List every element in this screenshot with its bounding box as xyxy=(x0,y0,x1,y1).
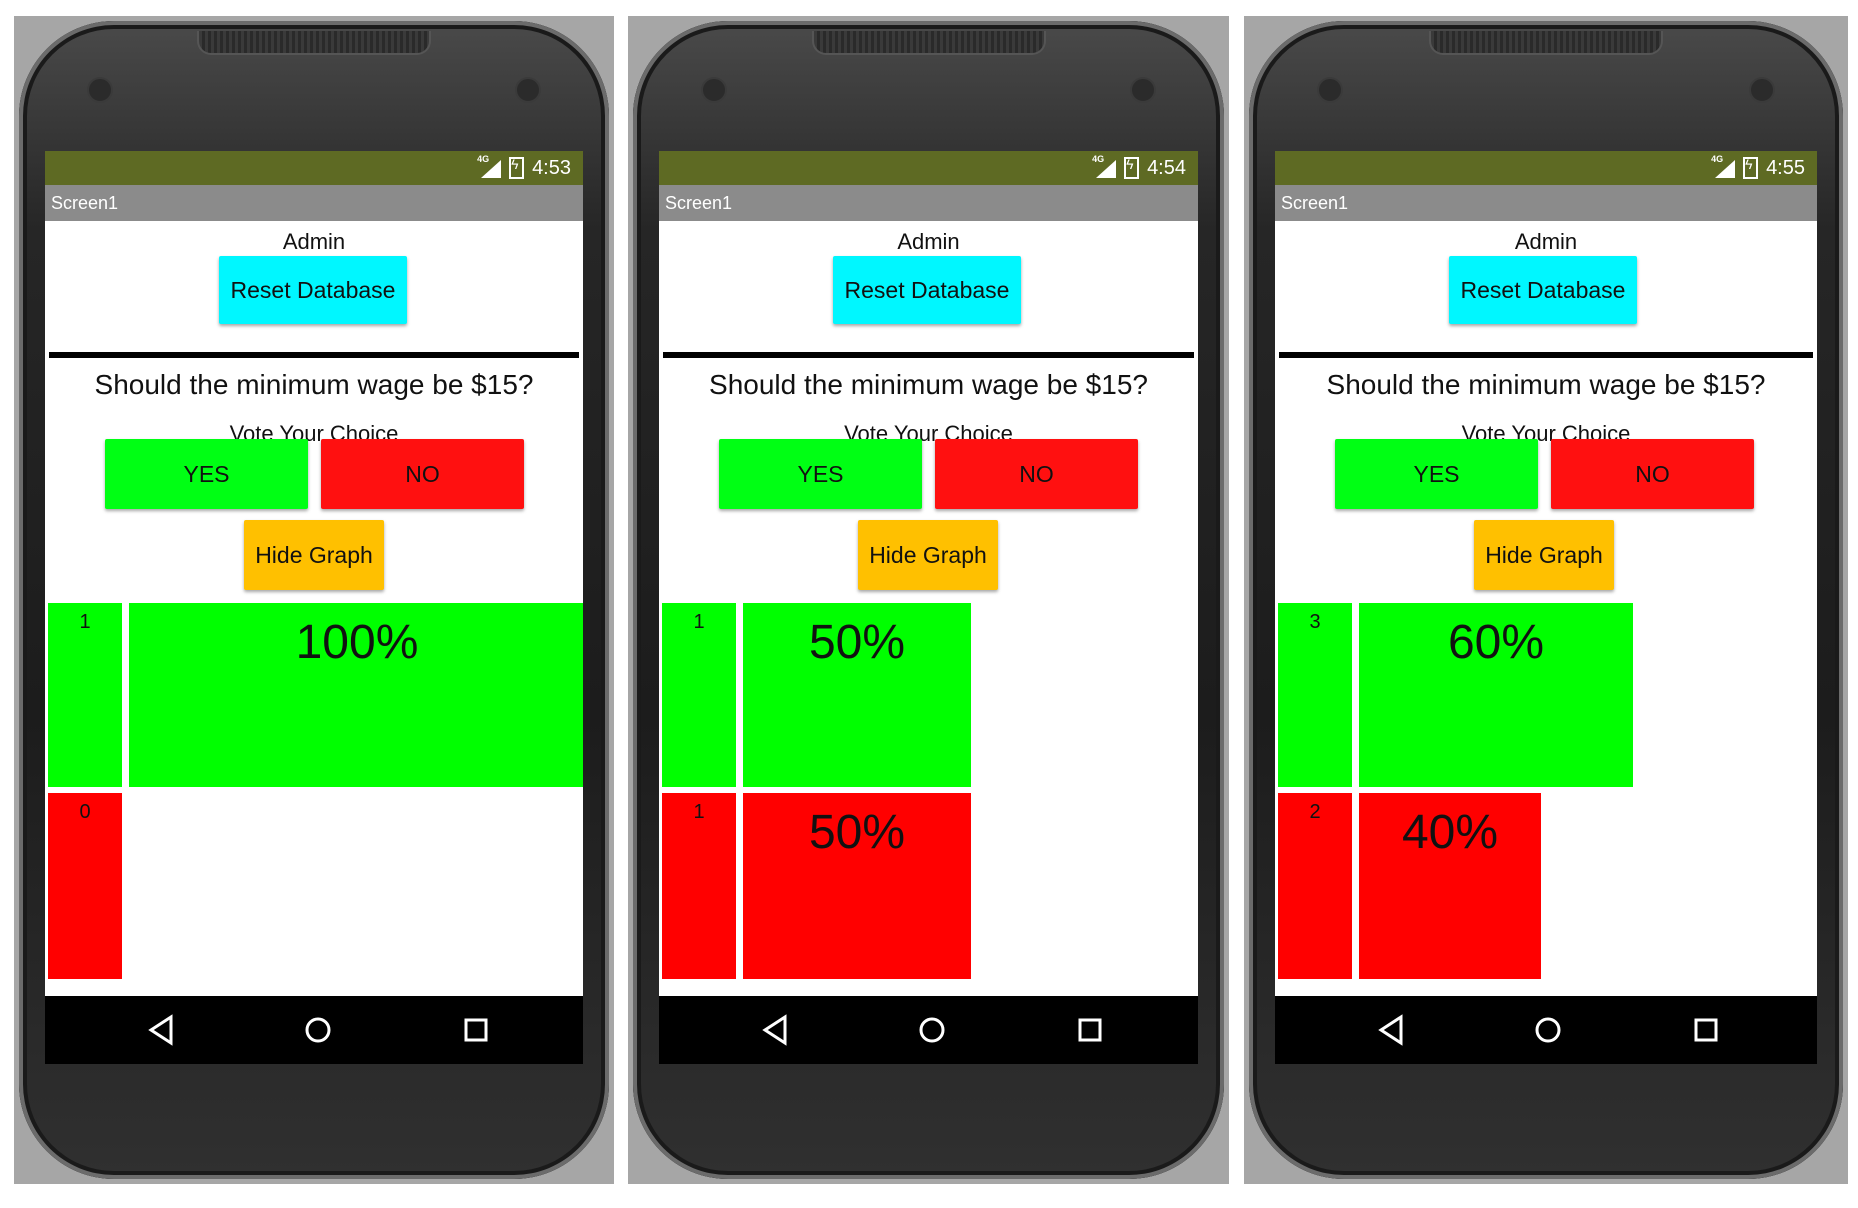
speaker-grille xyxy=(811,31,1046,55)
status-time: 4:55 xyxy=(1766,156,1805,179)
reset-database-button[interactable]: Reset Database xyxy=(833,256,1021,324)
no-percent-label: 50% xyxy=(808,806,906,859)
no-bar: 50% xyxy=(743,793,971,979)
yes-count: 1 xyxy=(48,603,122,787)
divider xyxy=(663,352,1194,358)
home-icon[interactable] xyxy=(915,1013,949,1047)
recents-icon[interactable] xyxy=(1073,1013,1107,1047)
camera-sensor xyxy=(701,77,727,103)
no-bar: 40% xyxy=(1359,793,1541,979)
hide-graph-button[interactable]: Hide Graph xyxy=(1474,520,1614,590)
question-text: Should the minimum wage be $15? xyxy=(1326,369,1766,400)
app-title: Screen1 xyxy=(659,185,1198,221)
yes-count: 3 xyxy=(1278,603,1352,787)
recents-icon[interactable] xyxy=(459,1013,493,1047)
camera-sensor xyxy=(1317,77,1343,103)
phone-3: 4G 4:55 Screen1 Admin Reset Database Sho… xyxy=(1244,16,1848,1184)
reset-database-button[interactable]: Reset Database xyxy=(219,256,407,324)
admin-label: Admin xyxy=(282,229,346,254)
no-count: 2 xyxy=(1278,793,1352,979)
speaker-grille xyxy=(197,31,431,55)
app-title: Screen1 xyxy=(45,185,583,221)
no-percent-label: 40% xyxy=(1401,806,1499,859)
hide-graph-button[interactable]: Hide Graph xyxy=(858,520,998,590)
divider xyxy=(49,352,579,358)
home-icon[interactable] xyxy=(301,1013,335,1047)
divider xyxy=(1279,352,1813,358)
phone-body: 4G 4:53 Screen1 Admin Reset Database Sho… xyxy=(19,21,609,1179)
phone-screen: 4G 4:53 Screen1 Admin Reset Database Sho… xyxy=(45,151,583,1064)
status-time: 4:54 xyxy=(1147,156,1186,179)
yes-percent-label: 100% xyxy=(295,616,419,669)
status-bar: 4G 4:53 xyxy=(45,151,583,185)
signal-icon: 4G xyxy=(1711,154,1736,178)
status-bar: 4G 4:54 xyxy=(659,151,1198,185)
question-text: Should the minimum wage be $15? xyxy=(709,369,1148,400)
no-count: 1 xyxy=(662,793,736,979)
yes-button[interactable]: YES xyxy=(1335,439,1538,509)
camera-sensor xyxy=(87,77,113,103)
signal-icon: 4G xyxy=(477,154,502,178)
phone-body: 4G 4:55 Screen1 Admin Reset Database Sho… xyxy=(1249,21,1843,1179)
yes-percent-label: 50% xyxy=(808,616,906,669)
phone-screen: 4G 4:54 Screen1 Admin Reset Database Sho… xyxy=(659,151,1198,1064)
yes-bar: 50% xyxy=(743,603,971,787)
reset-database-button[interactable]: Reset Database xyxy=(1449,256,1637,324)
phone-2: 4G 4:54 Screen1 Admin Reset Database Sho… xyxy=(628,16,1229,1184)
camera-sensor xyxy=(515,77,541,103)
camera-sensor xyxy=(1749,77,1775,103)
battery-icon xyxy=(1124,156,1140,179)
speaker-grille xyxy=(1429,31,1663,55)
yes-count: 1 xyxy=(662,603,736,787)
phone-1: 4G 4:53 Screen1 Admin Reset Database Sho… xyxy=(14,16,614,1184)
yes-button[interactable]: YES xyxy=(719,439,922,509)
recents-icon[interactable] xyxy=(1689,1013,1723,1047)
camera-sensor xyxy=(1130,77,1156,103)
no-button[interactable]: NO xyxy=(321,439,524,509)
battery-icon xyxy=(509,156,525,179)
back-icon[interactable] xyxy=(144,1013,178,1047)
nav-bar xyxy=(659,996,1198,1064)
no-count: 0 xyxy=(48,793,122,979)
yes-percent-label: 60% xyxy=(1447,616,1545,669)
yes-bar: 100% xyxy=(129,603,583,787)
no-button[interactable]: NO xyxy=(935,439,1138,509)
app-title: Screen1 xyxy=(1275,185,1817,221)
nav-bar xyxy=(1275,996,1817,1064)
yes-bar: 60% xyxy=(1359,603,1633,787)
back-icon[interactable] xyxy=(1374,1013,1408,1047)
admin-label: Admin xyxy=(1514,229,1578,254)
signal-icon: 4G xyxy=(1092,154,1117,178)
no-button[interactable]: NO xyxy=(1551,439,1754,509)
question-text: Should the minimum wage be $15? xyxy=(94,369,534,400)
phone-body: 4G 4:54 Screen1 Admin Reset Database Sho… xyxy=(633,21,1224,1179)
yes-button[interactable]: YES xyxy=(105,439,308,509)
phone-screen: 4G 4:55 Screen1 Admin Reset Database Sho… xyxy=(1275,151,1817,1064)
status-time: 4:53 xyxy=(532,156,571,179)
nav-bar xyxy=(45,996,583,1064)
status-bar: 4G 4:55 xyxy=(1275,151,1817,185)
battery-icon xyxy=(1743,156,1759,179)
hide-graph-button[interactable]: Hide Graph xyxy=(244,520,384,590)
back-icon[interactable] xyxy=(758,1013,792,1047)
admin-label: Admin xyxy=(897,229,960,254)
home-icon[interactable] xyxy=(1531,1013,1565,1047)
